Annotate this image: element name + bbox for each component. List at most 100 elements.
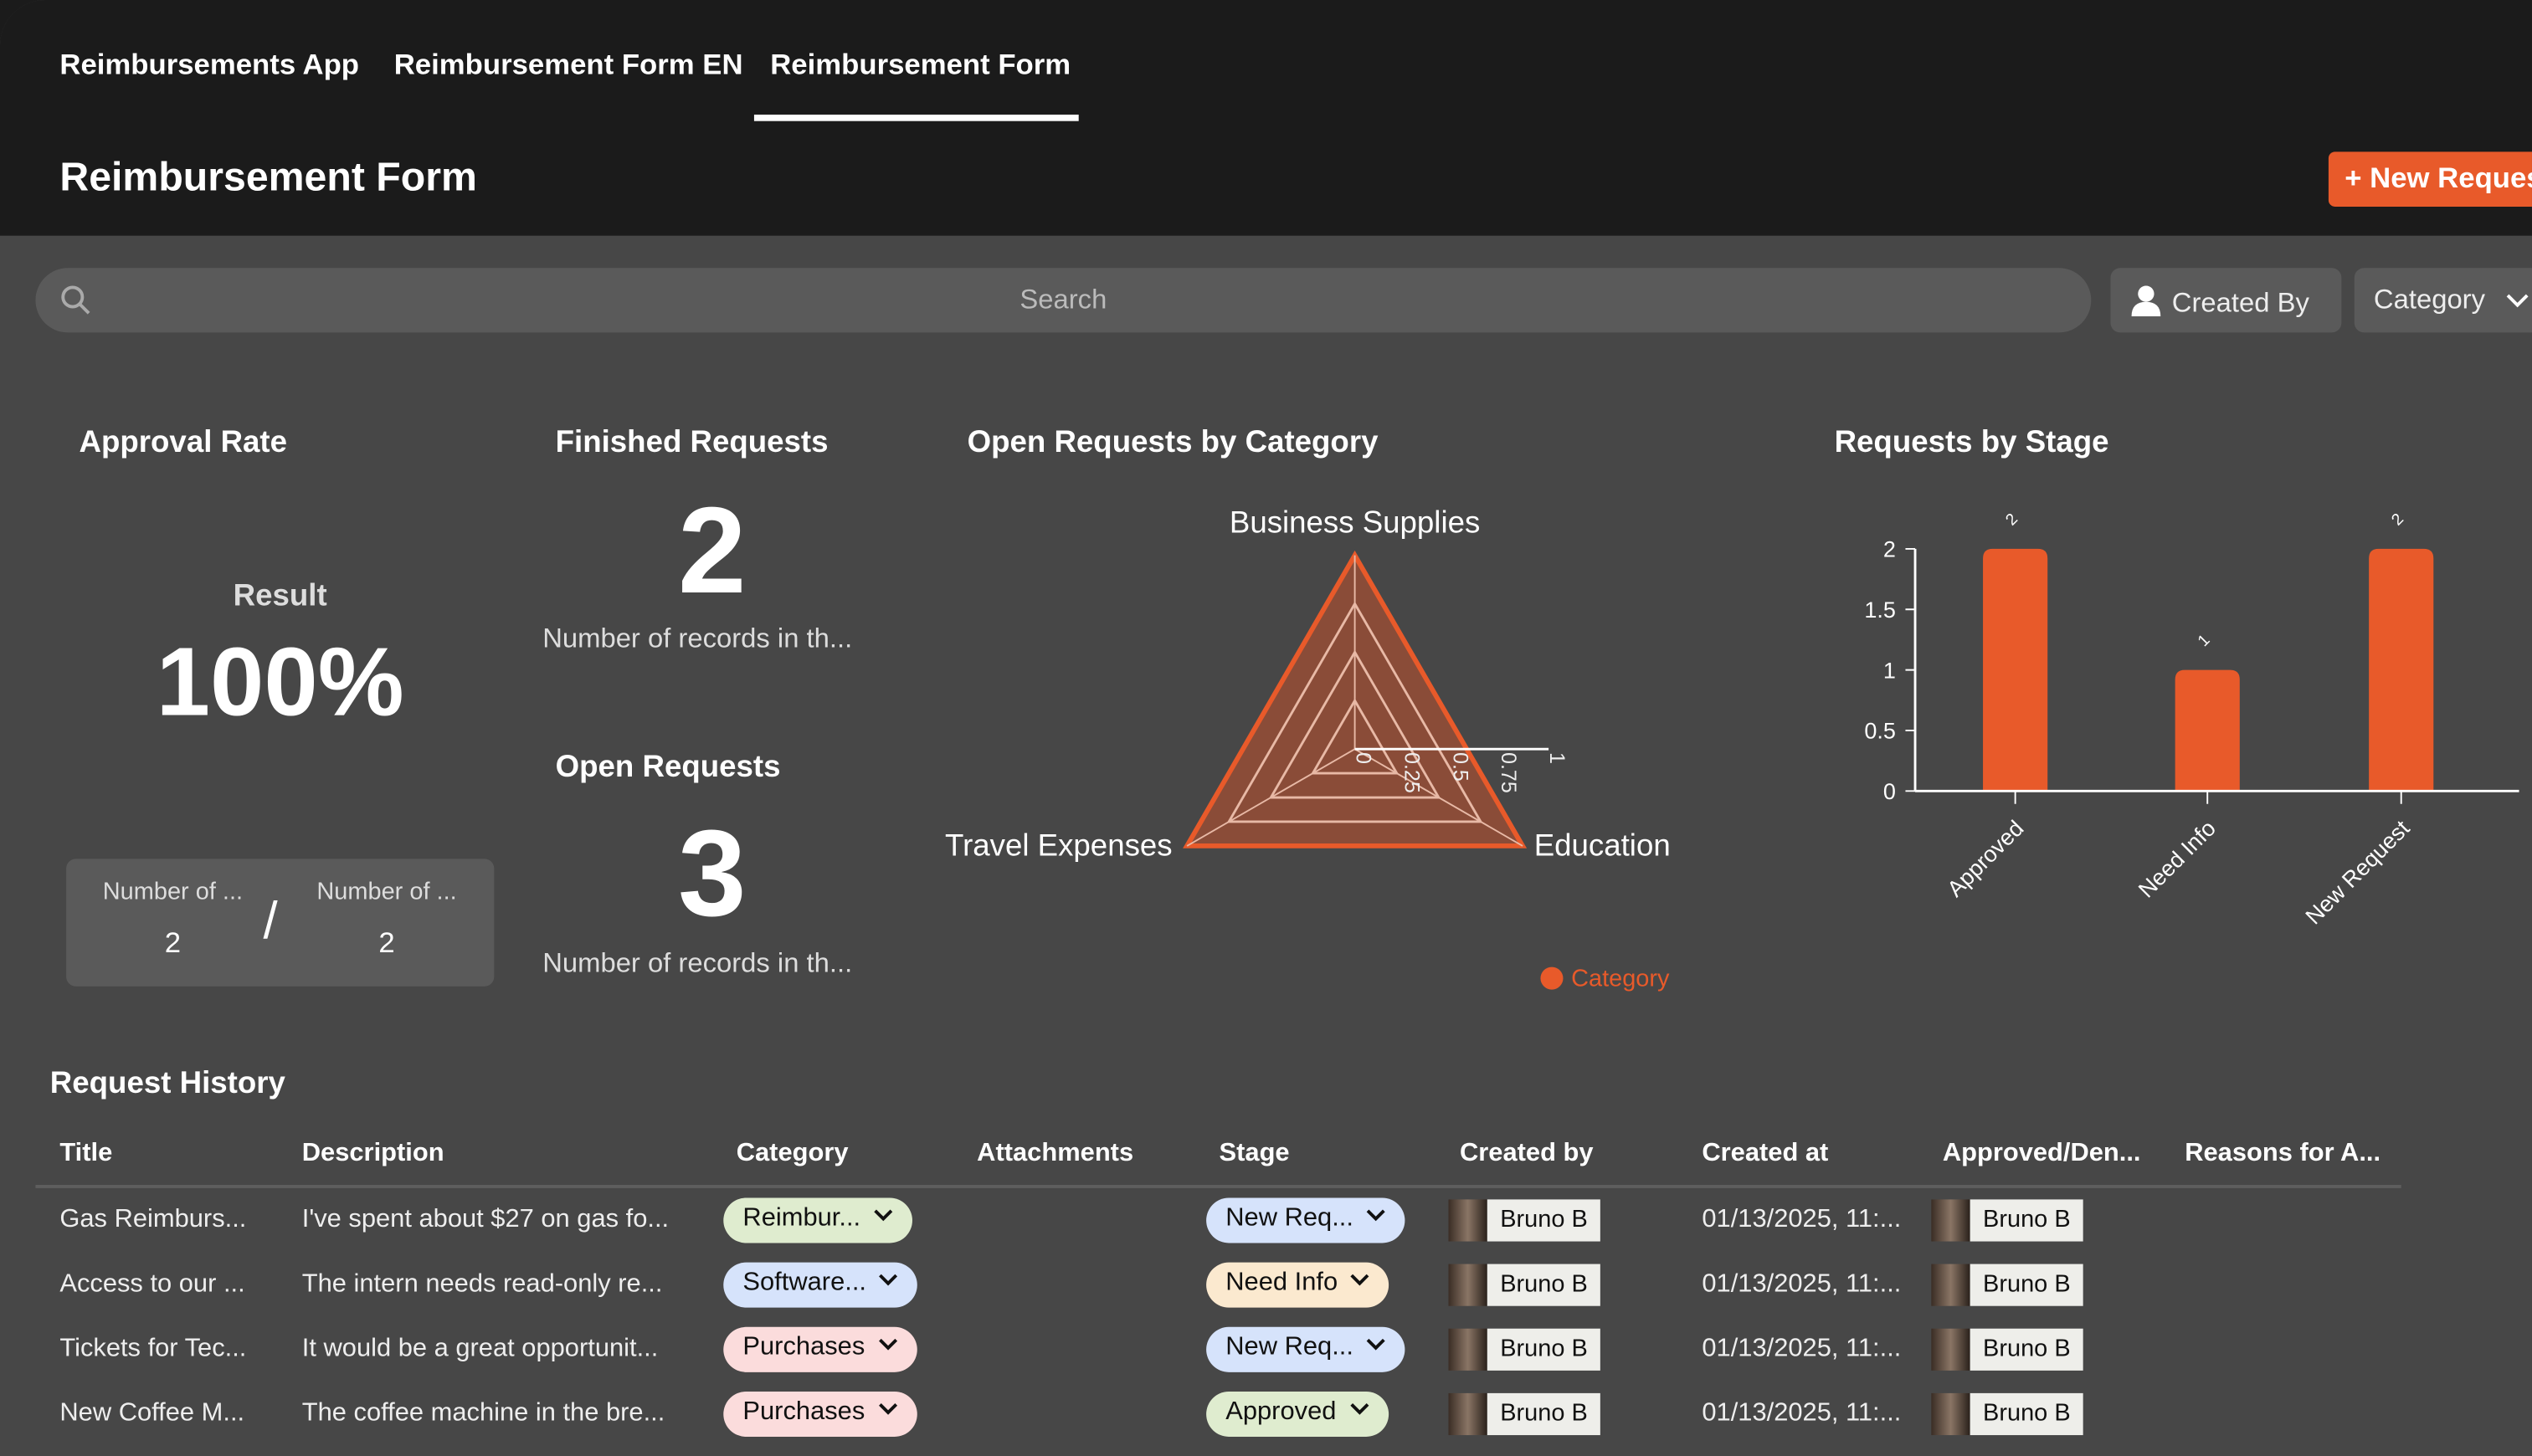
numerator-value: 2 (164, 926, 182, 959)
avatar (1931, 1264, 1970, 1306)
stage-select[interactable]: Need Info (1206, 1262, 1389, 1308)
category-value: Software... (742, 1269, 866, 1297)
avatar (1448, 1392, 1487, 1436)
avatar (1448, 1328, 1487, 1371)
stage-select[interactable]: Approved (1206, 1391, 1389, 1437)
column-header[interactable]: Approved/Den... (1942, 1140, 2141, 1167)
created-by-chip[interactable]: Bruno B (1448, 1264, 1601, 1306)
avatar (1931, 1392, 1970, 1436)
user-name: Bruno B (1970, 1328, 2084, 1371)
cell-description: The intern needs read-only re... (301, 1270, 663, 1299)
tab-reimbursements-app[interactable]: Reimbursements App (59, 48, 360, 81)
approver-chip[interactable]: Bruno B (1931, 1328, 2084, 1371)
x-tick-label: Need Info (2134, 816, 2221, 903)
finished-requests-title: Finished Requests (555, 426, 829, 460)
table-row[interactable]: Gas Reimburs... I've spent about $27 on g… (35, 1197, 2401, 1262)
column-header[interactable]: Created by (1459, 1140, 1594, 1167)
category-select[interactable]: Reimbur... (723, 1197, 912, 1243)
created-by-label: Created By (2171, 287, 2309, 319)
avatar (1931, 1199, 1970, 1242)
tab-reimbursement-form[interactable]: Reimbursement Form (770, 48, 1071, 81)
radar-tick-label: 0.75 (1497, 752, 1520, 793)
category-filter[interactable]: Category (2354, 268, 2532, 333)
top-bar (0, 0, 2532, 236)
cell-created-at: 01/13/2025, 11:... (1702, 1206, 1902, 1233)
radar-axis-label: Business Supplies (1230, 505, 1480, 540)
bar-data-label: 1 (2195, 632, 2213, 650)
table-row[interactable]: New Coffee M... The coffee machine in the… (35, 1391, 2401, 1456)
open-requests-value: 3 (677, 805, 747, 943)
created-by-chip[interactable]: Bruno B (1448, 1199, 1601, 1242)
category-label: Category (2373, 284, 2486, 315)
created-by-chip[interactable]: Bruno B (1448, 1328, 1601, 1371)
column-header[interactable]: Title (59, 1140, 113, 1167)
chevron-down-icon (1349, 1403, 1369, 1415)
stage-value: New Req... (1225, 1204, 1353, 1232)
radar-axis-label: Education (1534, 828, 1671, 862)
category-value: Reimbur... (742, 1204, 861, 1232)
cell-description: It would be a great opportunit... (301, 1335, 659, 1363)
y-tick-label: 2 (1883, 537, 1896, 562)
approver-chip[interactable]: Bruno B (1931, 1392, 2084, 1436)
category-select[interactable]: Software... (723, 1262, 918, 1308)
radar-tick-label: 0 (1352, 752, 1375, 764)
column-header[interactable]: Reasons for A... (2185, 1140, 2381, 1167)
user-name: Bruno B (1970, 1392, 2084, 1436)
category-select[interactable]: Purchases (723, 1326, 917, 1372)
user-name: Bruno B (1970, 1264, 2084, 1306)
chevron-down-icon (1366, 1209, 1385, 1222)
table-row[interactable]: Tickets for Tec... It would be a great op… (35, 1326, 2401, 1392)
header-divider (35, 1185, 2401, 1188)
bar[interactable] (2369, 548, 2434, 792)
y-tick-label: 0.5 (1864, 719, 1896, 744)
bar-chart: 0 0.5 1 1.5 2 2 Approved 1 Need Info 2 New Request (1864, 510, 2519, 929)
chevron-down-icon (2506, 294, 2529, 308)
search-input[interactable] (35, 268, 2092, 333)
stage-select[interactable]: New Req... (1206, 1197, 1405, 1243)
denominator-label: Number of ... (316, 878, 457, 906)
chevron-down-icon (879, 1274, 899, 1286)
new-request-button[interactable]: + New Request (2328, 151, 2532, 207)
column-header[interactable]: Stage (1219, 1140, 1290, 1167)
open-requests-caption: Number of records in th... (542, 947, 853, 979)
column-header[interactable]: Description (301, 1140, 444, 1167)
bar-chart-title: Requests by Stage (1834, 426, 2109, 460)
cell-created-at: 01/13/2025, 11:... (1702, 1335, 1902, 1363)
legend-label[interactable]: Category (1571, 966, 1670, 992)
chevron-down-icon (878, 1338, 897, 1351)
stage-select[interactable]: New Req... (1206, 1326, 1405, 1372)
table-row[interactable]: Access to our ... The intern needs read-o… (35, 1262, 2401, 1327)
user-name: Bruno B (1487, 1199, 1601, 1242)
tab-reimbursement-form-en[interactable]: Reimbursement Form EN (393, 48, 743, 81)
approver-chip[interactable]: Bruno B (1931, 1264, 2084, 1306)
active-tab-indicator (753, 114, 1079, 121)
category-value: Purchases (742, 1333, 865, 1361)
cell-created-at: 01/13/2025, 11:... (1702, 1399, 1902, 1428)
radar-spoke (1186, 748, 1356, 847)
request-history-title: Request History (49, 1067, 285, 1101)
category-select[interactable]: Purchases (723, 1391, 917, 1437)
search-bar[interactable] (35, 268, 2092, 333)
radar-grid-ring (1226, 601, 1483, 823)
bar[interactable] (1983, 548, 2048, 792)
avatar (1448, 1264, 1487, 1306)
approver-chip[interactable]: Bruno B (1931, 1199, 2084, 1242)
radar-spoke (1354, 748, 1523, 847)
finished-requests-caption: Number of records in th... (542, 623, 853, 654)
radar-chart-title: Open Requests by Category (967, 426, 1379, 460)
bar[interactable] (2175, 669, 2240, 792)
column-header[interactable]: Category (736, 1140, 849, 1167)
column-header[interactable]: Created at (1702, 1140, 1829, 1167)
created-by-filter[interactable]: Created By (2110, 268, 2342, 333)
radar-grid-ring (1310, 698, 1400, 775)
open-requests-title: Open Requests (555, 751, 781, 785)
created-by-chip[interactable]: Bruno B (1448, 1392, 1601, 1436)
category-value: Purchases (742, 1397, 865, 1426)
user-name: Bruno B (1970, 1199, 2084, 1242)
user-name: Bruno B (1487, 1264, 1601, 1306)
column-header[interactable]: Attachments (977, 1140, 1134, 1167)
chevron-down-icon (1366, 1338, 1385, 1351)
numerator-label: Number of ... (102, 878, 244, 906)
radar-tick-label: 0.5 (1448, 752, 1471, 782)
